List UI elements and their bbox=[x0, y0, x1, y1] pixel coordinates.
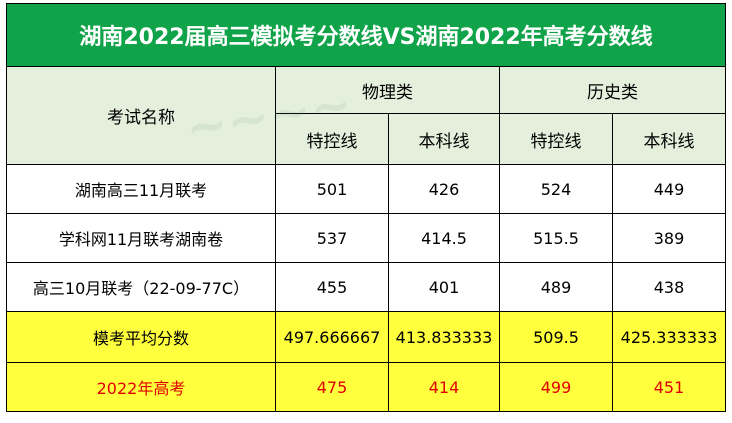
row-exam-name: 湖南高三11月联考 bbox=[6, 164, 276, 214]
cell-value: 537 bbox=[275, 213, 389, 263]
row-exam-name: 学科网11月联考湖南卷 bbox=[6, 213, 276, 263]
cell-value: 501 bbox=[275, 164, 389, 214]
gaokao-row: 2022年高考 475 414 499 451 bbox=[6, 362, 727, 412]
table-row: 湖南高三11月联考 501 426 524 449 bbox=[6, 164, 727, 214]
cell-value: 489 bbox=[499, 262, 613, 312]
average-label: 模考平均分数 bbox=[6, 311, 276, 363]
header-group-history: 历史类 bbox=[498, 66, 727, 114]
average-value: 413.833333 bbox=[388, 311, 500, 363]
gaokao-value: 475 bbox=[275, 362, 389, 412]
average-value: 509.5 bbox=[499, 311, 613, 363]
header-exam-name: 考试名称 bbox=[6, 66, 276, 165]
cell-value: 524 bbox=[499, 164, 613, 214]
table-title: 湖南2022届高三模拟考分数线VS湖南2022年高考分数线 bbox=[5, 3, 727, 67]
gaokao-label: 2022年高考 bbox=[6, 362, 276, 412]
average-value: 497.666667 bbox=[275, 311, 389, 363]
score-table: 湖南2022届高三模拟考分数线VS湖南2022年高考分数线 考试名称 物理类 历… bbox=[5, 3, 727, 412]
cell-value: 449 bbox=[611, 164, 727, 214]
header-group-physics: 物理类 bbox=[275, 66, 500, 114]
cell-value: 389 bbox=[611, 213, 727, 263]
gaokao-value: 414 bbox=[388, 362, 500, 412]
header-physics-tekong: 特控线 bbox=[275, 113, 389, 165]
cell-value: 401 bbox=[388, 262, 500, 312]
cell-value: 515.5 bbox=[499, 213, 613, 263]
cell-value: 455 bbox=[275, 262, 389, 312]
gaokao-value: 451 bbox=[611, 362, 727, 412]
table-row: 高三10月联考（22-09-77C） 455 401 489 438 bbox=[6, 262, 727, 312]
header-physics-benke: 本科线 bbox=[388, 113, 500, 165]
cell-value: 414.5 bbox=[388, 213, 500, 263]
cell-value: 426 bbox=[388, 164, 500, 214]
cell-value: 438 bbox=[611, 262, 727, 312]
row-exam-name: 高三10月联考（22-09-77C） bbox=[6, 262, 276, 312]
table-row: 学科网11月联考湖南卷 537 414.5 515.5 389 bbox=[6, 213, 727, 263]
average-row: 模考平均分数 497.666667 413.833333 509.5 425.3… bbox=[6, 311, 727, 363]
average-value: 425.333333 bbox=[611, 311, 727, 363]
gaokao-value: 499 bbox=[499, 362, 613, 412]
header-history-benke: 本科线 bbox=[611, 113, 727, 165]
header-history-tekong: 特控线 bbox=[499, 113, 613, 165]
